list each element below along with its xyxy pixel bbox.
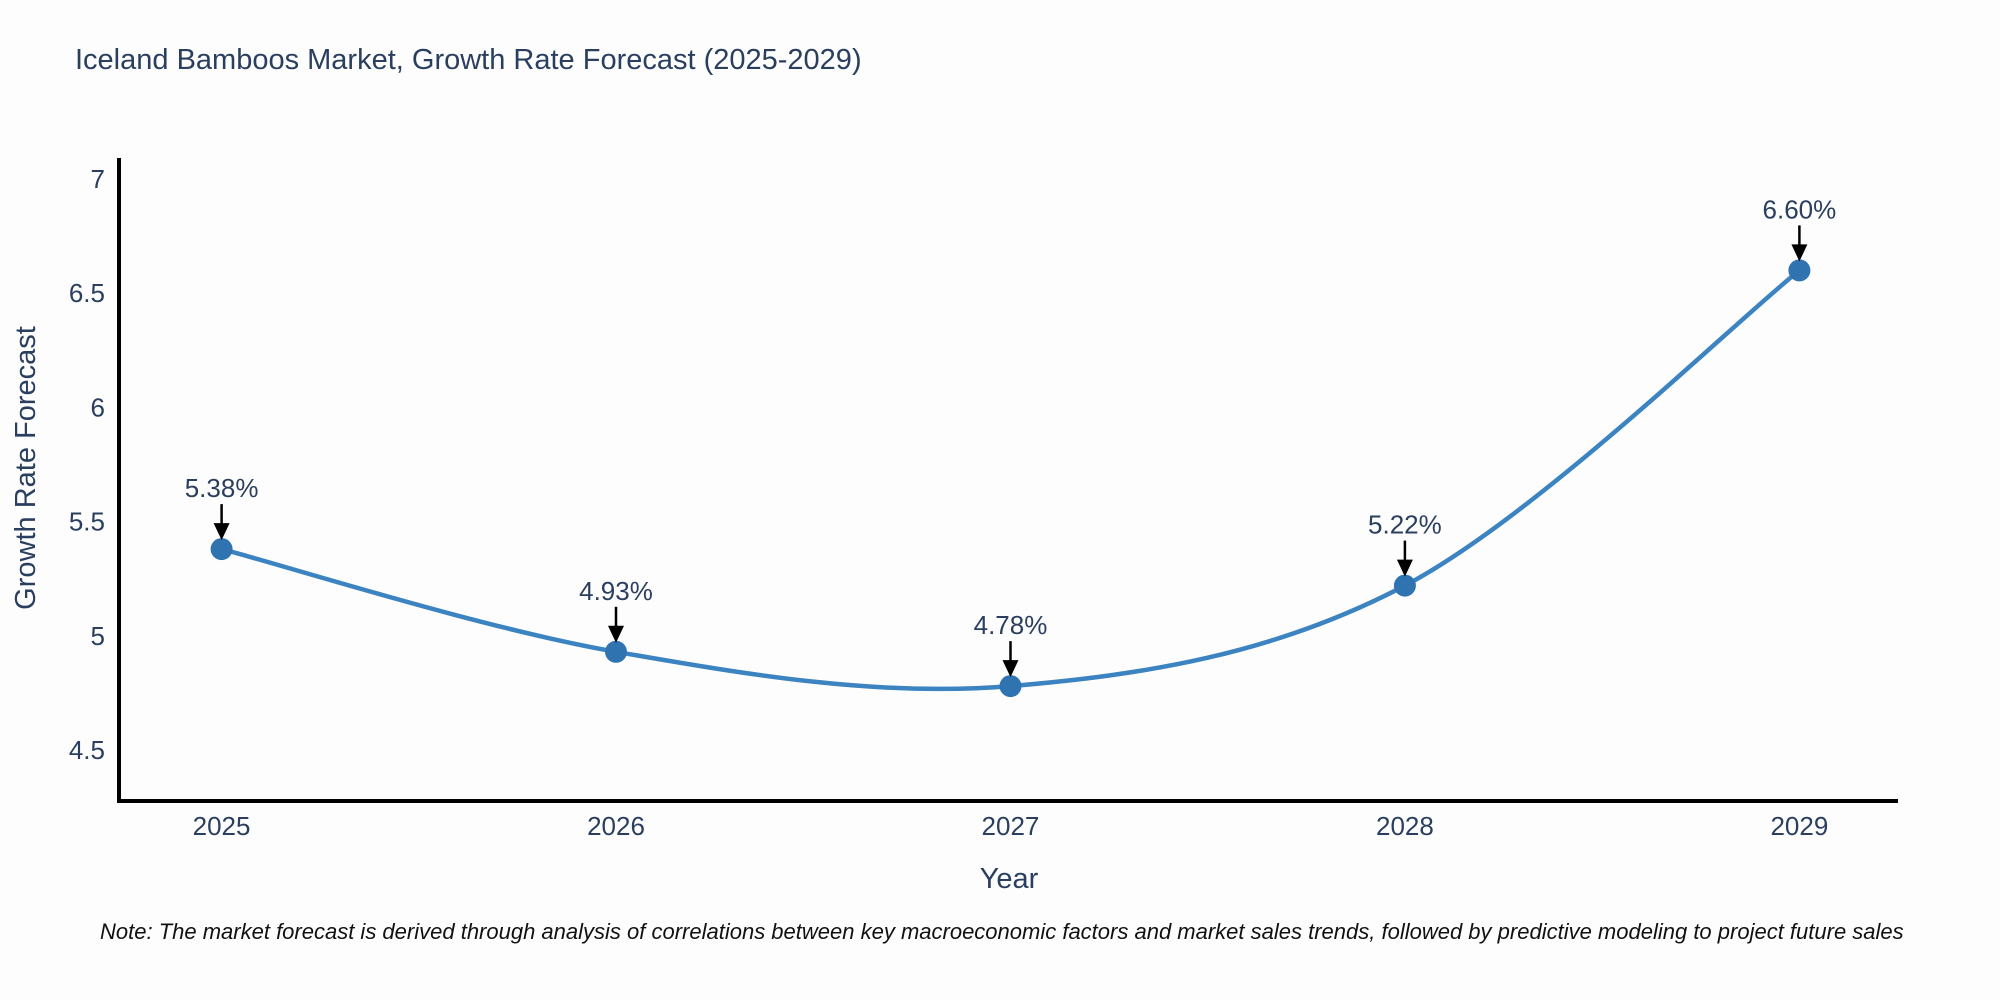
annotation-label: 5.22% [1368, 510, 1442, 540]
data-point-marker [1393, 574, 1416, 597]
y-tick-label: 7 [91, 164, 105, 194]
annotation-label: 5.38% [185, 473, 259, 503]
annotation-label: 4.78% [974, 610, 1048, 640]
y-tick-label: 5 [91, 621, 105, 651]
x-tick-label: 2025 [193, 811, 251, 841]
footnote: Note: The market forecast is derived thr… [100, 919, 1904, 944]
annotation-arrowhead [1791, 244, 1808, 262]
y-tick-label: 6.5 [69, 278, 105, 308]
data-point-marker [999, 675, 1022, 698]
y-tick-label: 6 [91, 392, 105, 422]
y-tick-label: 5.5 [69, 507, 105, 537]
annotation-arrowhead [608, 625, 624, 643]
annotation-arrowhead [213, 523, 230, 541]
x-axis-title: Year [979, 863, 1039, 895]
annotation-label: 4.93% [579, 576, 653, 606]
data-point-marker [605, 640, 627, 663]
chart-title: Iceland Bamboos Market, Growth Rate Fore… [75, 44, 862, 76]
x-tick-label: 2026 [587, 811, 645, 841]
annotation-arrowhead [1396, 559, 1413, 577]
annotation-arrowhead [1002, 660, 1019, 678]
y-tick-label: 4.5 [69, 735, 105, 765]
annotation-label: 6.60% [1763, 194, 1837, 224]
x-tick-label: 2028 [1376, 811, 1434, 841]
data-point-marker [210, 538, 233, 561]
x-tick-label: 2027 [982, 811, 1040, 841]
data-point-marker [1788, 259, 1811, 282]
x-tick-label: 2029 [1770, 811, 1828, 841]
